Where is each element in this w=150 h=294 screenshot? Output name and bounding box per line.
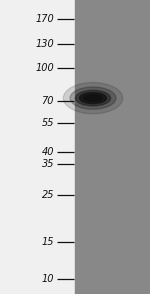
- Text: 55: 55: [42, 118, 54, 128]
- Ellipse shape: [80, 93, 106, 104]
- Ellipse shape: [70, 87, 116, 109]
- Ellipse shape: [75, 90, 111, 106]
- Ellipse shape: [84, 95, 102, 101]
- Text: 100: 100: [35, 63, 54, 73]
- Text: 130: 130: [35, 39, 54, 49]
- Text: 10: 10: [42, 274, 54, 284]
- Bar: [75, 0, 150, 294]
- Text: 25: 25: [42, 190, 54, 200]
- Text: 40: 40: [42, 147, 54, 157]
- Text: 15: 15: [42, 237, 54, 247]
- Text: 70: 70: [42, 96, 54, 106]
- Ellipse shape: [63, 83, 123, 114]
- Text: 170: 170: [35, 14, 54, 24]
- Text: 35: 35: [42, 159, 54, 169]
